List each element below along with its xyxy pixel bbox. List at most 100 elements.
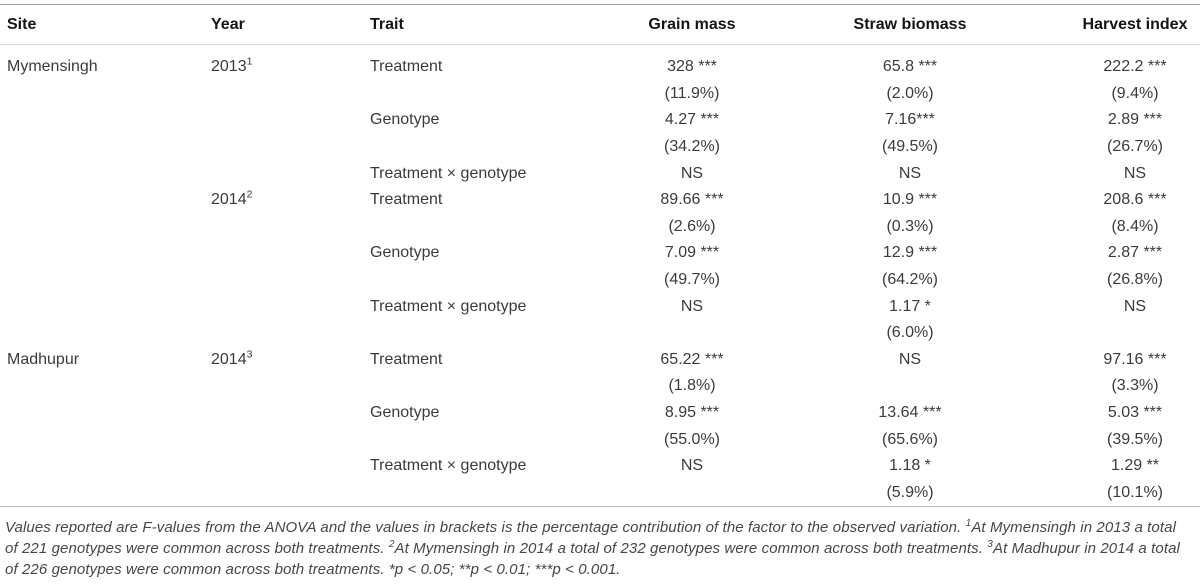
- trait-cell: [370, 267, 582, 294]
- trait-cell: Genotype: [370, 111, 440, 129]
- grain-mass-cell: (49.7%): [663, 271, 721, 289]
- grain-mass-cell: (11.9%): [664, 84, 720, 102]
- harvest-index-cell: 2.89 ***: [1107, 111, 1163, 129]
- footnote-superscript: 2: [388, 539, 395, 551]
- site-cell: Madhupur: [7, 350, 80, 368]
- table-row: (55.0%) (65.6%) (39.5%): [0, 426, 1200, 453]
- straw-biomass-cell: 1.18 *: [889, 457, 931, 475]
- year-cell: [211, 320, 370, 347]
- table-row: Genotype 8.95 *** 13.64 *** 5.03 ***: [0, 400, 1200, 427]
- table-row: (49.7%) (64.2%) (26.8%): [0, 267, 1200, 294]
- trait-cell: Genotype: [370, 404, 440, 422]
- table-row: (34.2%) (49.5%) (26.7%): [0, 134, 1200, 161]
- harvest-index-cell: 5.03 ***: [1107, 404, 1163, 422]
- trait-cell: Genotype: [370, 244, 440, 262]
- column-header-grain-mass: Grain mass: [582, 4, 802, 45]
- harvest-index-cell: (3.3%): [1111, 377, 1159, 395]
- year-cell: 20142: [211, 188, 253, 209]
- grain-mass-cell: (55.0%): [663, 430, 721, 448]
- grain-mass-cell: (2.6%): [668, 217, 716, 235]
- table-header-row: Site Year Trait Grain mass Straw biomass…: [0, 4, 1200, 45]
- grain-mass-cell: NS: [680, 164, 704, 182]
- year-superscript: 3: [246, 348, 253, 361]
- harvest-index-cell: 2.87 ***: [1107, 244, 1163, 262]
- site-cell: [0, 293, 211, 320]
- year-cell: [211, 81, 370, 108]
- straw-biomass-cell: (65.6%): [881, 430, 939, 448]
- table-row: (5.9%) (10.1%): [0, 480, 1200, 507]
- straw-biomass-cell: (49.5%): [881, 138, 939, 156]
- year-cell: [211, 373, 370, 400]
- straw-biomass-cell: (64.2%): [881, 271, 939, 289]
- straw-biomass-cell: (5.9%): [886, 483, 934, 501]
- grain-mass-cell: (1.8%): [668, 377, 716, 395]
- table-row: (6.0%): [0, 320, 1200, 347]
- column-header-straw-biomass: Straw biomass: [802, 4, 1018, 45]
- year-superscript: 1: [246, 55, 253, 68]
- harvest-index-cell: NS: [1123, 297, 1147, 315]
- anova-results-table: Site Year Trait Grain mass Straw biomass…: [0, 4, 1200, 508]
- straw-biomass-cell: 12.9 ***: [882, 244, 938, 262]
- site-cell: [0, 267, 211, 294]
- table-row: Mymensingh 20131 Treatment 328 *** 65.8 *** 2…: [0, 45, 1200, 81]
- grain-mass-cell: 7.09 ***: [664, 244, 720, 262]
- footnote-superscript: 1: [965, 518, 972, 530]
- year-cell: 20131: [211, 55, 253, 76]
- harvest-index-cell: 222.2 ***: [1103, 58, 1167, 76]
- harvest-index-cell: (8.4%): [1111, 217, 1159, 235]
- site-cell: Mymensingh: [7, 58, 98, 76]
- year-cell: [211, 426, 370, 453]
- harvest-index-cell: (9.4%): [1111, 84, 1159, 102]
- trait-cell: Treatment: [370, 191, 443, 209]
- year-cell: [211, 240, 370, 267]
- trait-cell: Treatment × genotype: [370, 164, 527, 182]
- site-cell: [0, 480, 211, 507]
- trait-cell: [370, 81, 582, 108]
- table-row: Genotype 4.27 *** 7.16*** 2.89 ***: [0, 107, 1200, 134]
- straw-biomass-cell: 7.16***: [885, 111, 935, 129]
- year-cell: [211, 453, 370, 480]
- trait-cell: Treatment: [370, 58, 443, 76]
- column-header-year: Year: [211, 4, 370, 45]
- harvest-index-cell: [1018, 320, 1200, 347]
- table-row: (2.6%) (0.3%) (8.4%): [0, 214, 1200, 241]
- trait-cell: Treatment × genotype: [370, 457, 527, 475]
- grain-mass-cell: [582, 480, 802, 507]
- trait-cell: Treatment × genotype: [370, 297, 527, 315]
- site-cell: [0, 400, 211, 427]
- table-row: (1.8%) (3.3%): [0, 373, 1200, 400]
- table-footnote-text: Values reported are F-values from the AN…: [5, 518, 1180, 579]
- harvest-index-cell: 1.29 **: [1110, 457, 1160, 475]
- grain-mass-cell: NS: [680, 457, 704, 475]
- straw-biomass-cell: NS: [898, 164, 922, 182]
- table-row: (11.9%) (2.0%) (9.4%): [0, 81, 1200, 108]
- table-row: Treatment × genotype NS NS NS: [0, 160, 1200, 187]
- year-cell: [211, 214, 370, 241]
- site-cell: [0, 134, 211, 161]
- site-cell: [0, 373, 211, 400]
- harvest-index-cell: NS: [1123, 164, 1147, 182]
- column-header-site: Site: [0, 4, 211, 45]
- site-cell: [0, 187, 211, 214]
- column-header-trait: Trait: [370, 4, 582, 45]
- grain-mass-cell: 89.66 ***: [660, 191, 724, 209]
- straw-biomass-cell: 13.64 ***: [878, 404, 942, 422]
- grain-mass-cell: 4.27 ***: [664, 111, 720, 129]
- site-cell: [0, 81, 211, 108]
- site-cell: [0, 107, 211, 134]
- table-row: Treatment × genotype NS 1.17 * NS: [0, 293, 1200, 320]
- year-cell: [211, 160, 370, 187]
- year-cell: 20143: [211, 348, 253, 368]
- column-header-harvest-index: Harvest index: [1018, 4, 1200, 45]
- straw-biomass-cell: (0.3%): [886, 217, 934, 235]
- grain-mass-cell: (34.2%): [663, 138, 721, 156]
- table-row: Genotype 7.09 *** 12.9 *** 2.87 ***: [0, 240, 1200, 267]
- site-cell: [0, 214, 211, 241]
- grain-mass-cell: 328 ***: [667, 58, 717, 76]
- table-body: Mymensingh 20131 Treatment 328 *** 65.8 *** 2…: [0, 45, 1200, 507]
- trait-cell: [370, 320, 582, 347]
- year-superscript: 2: [246, 188, 253, 201]
- year-cell: [211, 293, 370, 320]
- trait-cell: [370, 426, 582, 453]
- year-cell: [211, 134, 370, 161]
